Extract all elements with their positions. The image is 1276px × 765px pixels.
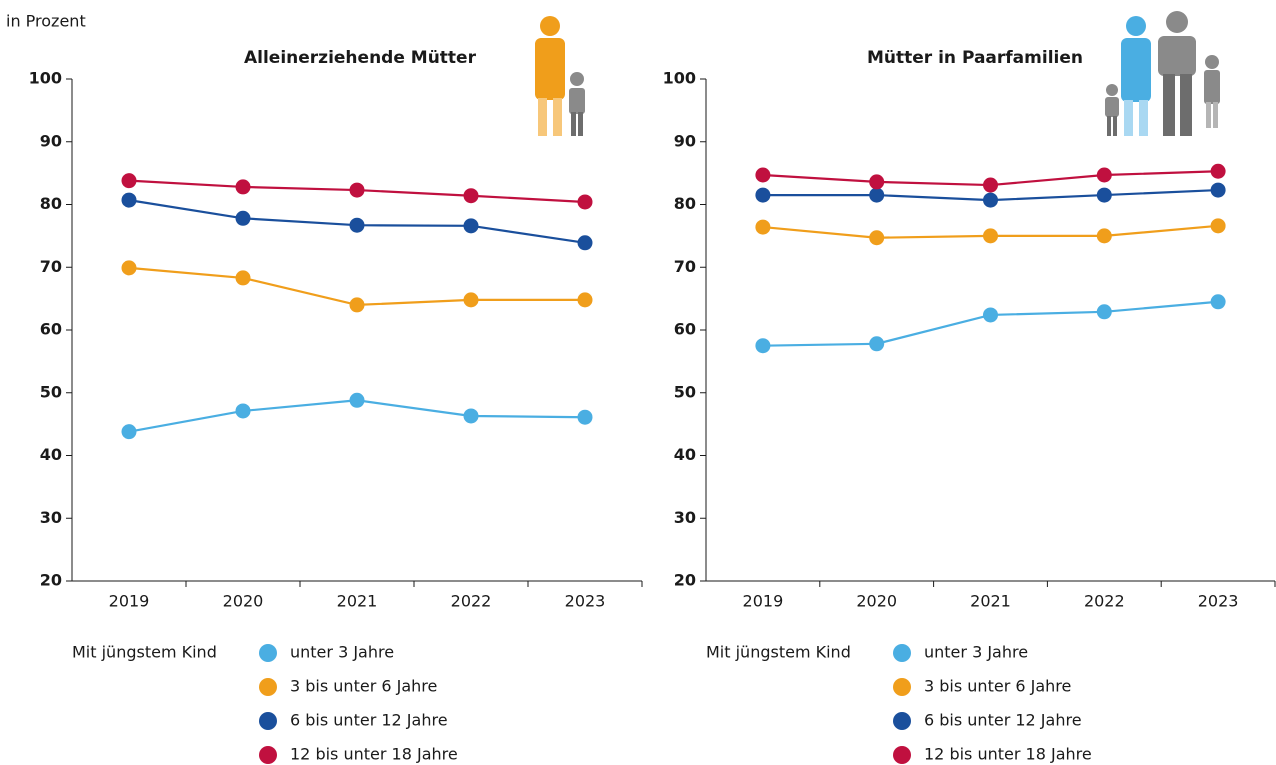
data-point (869, 230, 885, 246)
icon-single-mother (535, 16, 585, 136)
unit-label: in Prozent (6, 12, 86, 31)
data-point (1096, 304, 1112, 320)
legend-marker (893, 712, 911, 730)
data-point (235, 270, 251, 286)
legend-label: 6 bis unter 12 Jahre (924, 711, 1082, 730)
legend-label: 3 bis unter 6 Jahre (924, 677, 1071, 696)
y-tick-label: 60 (674, 320, 696, 339)
data-point (755, 219, 771, 235)
y-tick-label: 20 (40, 571, 62, 590)
data-point (1210, 218, 1226, 234)
legend-label: 12 bis unter 18 Jahre (924, 745, 1092, 764)
y-tick-label: 50 (40, 382, 62, 401)
y-tick-label: 20 (674, 571, 696, 590)
legend-label: 6 bis unter 12 Jahre (290, 711, 448, 730)
data-point (577, 292, 593, 308)
legend-marker (259, 746, 277, 764)
y-tick-label: 100 (663, 69, 696, 88)
x-tick-label: 2022 (1084, 592, 1125, 611)
x-tick-label: 2022 (451, 592, 492, 611)
data-point (983, 177, 998, 193)
chart-title: Mütter in Paarfamilien (867, 48, 1083, 68)
data-point (121, 424, 137, 440)
data-point (463, 292, 479, 308)
chart-title: Alleinerziehende Mütter (244, 48, 477, 68)
y-tick-label: 80 (40, 194, 62, 213)
y-tick-label: 30 (40, 508, 62, 527)
legend-marker (893, 678, 911, 696)
x-tick-label: 2021 (337, 592, 378, 611)
y-tick-label: 80 (674, 194, 696, 213)
y-tick-label: 100 (29, 69, 62, 88)
data-point (577, 409, 593, 425)
data-point (1210, 182, 1226, 198)
data-point (349, 182, 365, 198)
legend-title: Mit jüngstem Kind (706, 643, 851, 662)
y-tick-label: 50 (674, 382, 696, 401)
data-point (577, 235, 593, 251)
data-point (121, 173, 137, 189)
x-tick-label: 2020 (223, 592, 264, 611)
data-point (463, 408, 479, 424)
data-point (1210, 163, 1226, 179)
y-tick-label: 60 (40, 320, 62, 339)
data-point (577, 194, 593, 210)
data-point (755, 187, 771, 203)
data-point (349, 297, 365, 313)
legend-title: Mit jüngstem Kind (72, 643, 217, 662)
data-point (983, 228, 998, 244)
legend-label: 12 bis unter 18 Jahre (290, 745, 458, 764)
x-tick-label: 2020 (856, 592, 897, 611)
data-point (983, 192, 998, 208)
y-tick-label: 40 (40, 445, 62, 464)
legend-marker (893, 746, 911, 764)
data-point (121, 192, 137, 208)
data-point (983, 307, 998, 323)
legend-marker (259, 678, 277, 696)
legend-label: 3 bis unter 6 Jahre (290, 677, 437, 696)
data-point (1096, 187, 1112, 203)
y-tick-label: 40 (674, 445, 696, 464)
legend-marker (893, 644, 911, 662)
data-point (1210, 294, 1226, 310)
x-tick-label: 2023 (1198, 592, 1239, 611)
data-point (235, 210, 251, 226)
y-tick-label: 70 (40, 257, 62, 276)
data-point (755, 167, 771, 183)
x-tick-label: 2023 (565, 592, 606, 611)
data-point (869, 336, 885, 352)
y-tick-label: 30 (674, 508, 696, 527)
data-point (349, 217, 365, 233)
legend-marker (259, 712, 277, 730)
data-point (235, 403, 251, 419)
legend-label: unter 3 Jahre (924, 643, 1028, 662)
data-point (1096, 167, 1112, 183)
x-tick-label: 2021 (970, 592, 1011, 611)
data-point (463, 218, 479, 234)
data-point (869, 187, 885, 203)
legend-marker (259, 644, 277, 662)
data-point (1096, 228, 1112, 244)
y-tick-label: 90 (40, 131, 62, 150)
y-tick-label: 90 (674, 131, 696, 150)
data-point (869, 174, 885, 190)
data-point (463, 188, 479, 204)
x-tick-label: 2019 (743, 592, 784, 611)
y-tick-label: 70 (674, 257, 696, 276)
data-point (121, 260, 137, 276)
legend-label: unter 3 Jahre (290, 643, 394, 662)
data-point (349, 392, 365, 408)
data-point (235, 179, 251, 195)
icon-couple-family (1105, 11, 1220, 136)
data-point (755, 338, 771, 354)
x-tick-label: 2019 (109, 592, 150, 611)
